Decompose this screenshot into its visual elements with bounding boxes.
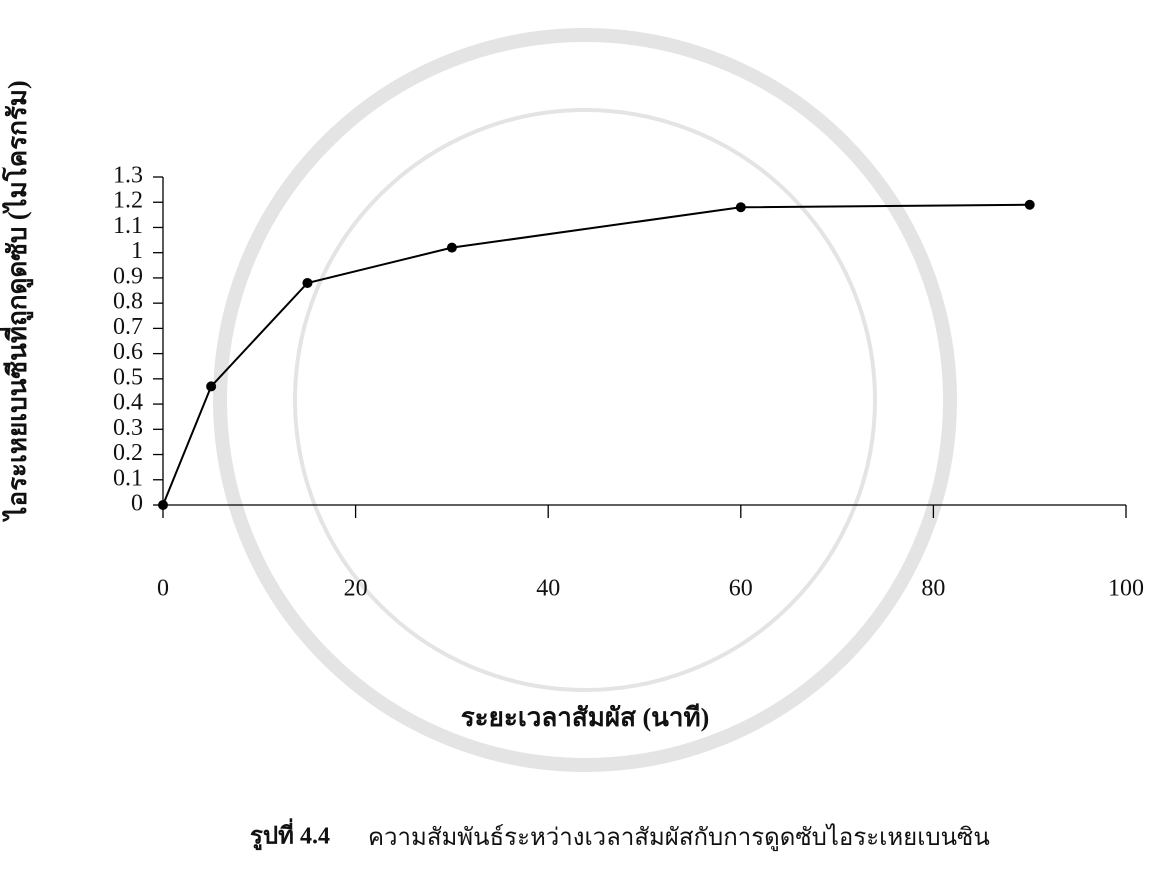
- y-tick-label: 0: [131, 491, 143, 517]
- y-tick-label: 0.3: [113, 415, 143, 441]
- x-tick-label: 0: [157, 576, 169, 602]
- x-tick-label: 80: [921, 576, 945, 602]
- data-point: [1024, 199, 1035, 210]
- y-tick-label: 0.9: [113, 263, 143, 289]
- watermark: [213, 28, 957, 772]
- x-axis-label: ระยะเวลาสัมผัส (นาที): [461, 703, 710, 732]
- caption-label: รูปที่ 4.4: [250, 818, 330, 851]
- caption: ความสัมพันธ์ระหว่างเวลาสัมผัสกับการดูดซั…: [368, 823, 990, 852]
- y-tick-label: 0.5: [113, 364, 143, 390]
- data-point: [446, 242, 457, 253]
- data-point: [158, 500, 168, 510]
- y-tick-label: 1.2: [113, 188, 143, 214]
- data-point: [735, 202, 746, 213]
- y-tick-label: 0.6: [113, 339, 143, 365]
- data-point: [206, 381, 217, 392]
- y-axis-label: ไอระเหยเบนซีนที่ถูกดูดซับ (ไมโครกรัม): [0, 80, 34, 522]
- x-tick-label: 60: [729, 576, 753, 602]
- data-point: [302, 277, 313, 288]
- y-tick-label: 0.2: [113, 440, 143, 466]
- x-tick-label: 100: [1108, 576, 1144, 602]
- y-tick-label: 1: [131, 238, 143, 264]
- y-tick-label: 0.4: [113, 390, 143, 416]
- x-tick-label: 40: [536, 576, 560, 602]
- y-tick-label: 0.1: [113, 465, 143, 491]
- x-tick-label: 20: [344, 576, 368, 602]
- y-tick-label: 1.1: [113, 213, 143, 239]
- y-tick-label: 1.3: [113, 163, 143, 189]
- y-tick-label: 0.8: [113, 289, 143, 315]
- y-tick-label: 0.7: [113, 314, 143, 340]
- series-line: [162, 203, 1030, 506]
